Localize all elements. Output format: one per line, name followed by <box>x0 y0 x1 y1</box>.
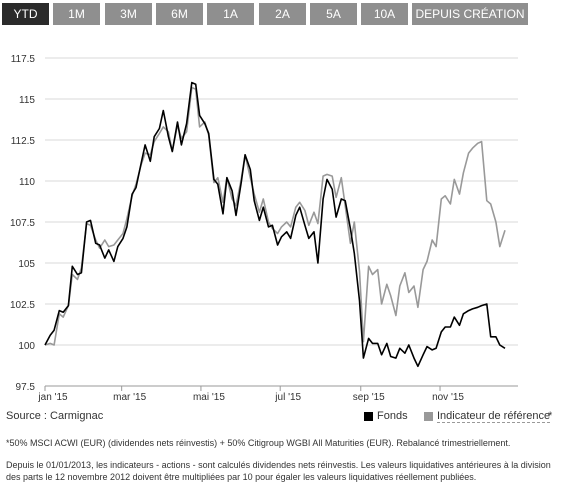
y-tick-label: 110 <box>19 177 35 188</box>
tab-10a[interactable]: 10A <box>361 3 408 25</box>
tab-2a[interactable]: 2A <box>259 3 306 25</box>
y-tick-label: 112.5 <box>11 136 36 147</box>
y-tick-label: 100 <box>18 341 35 352</box>
x-tick-label: jul '15 <box>274 392 301 403</box>
fund-series-line <box>44 81 506 368</box>
y-tick-label: 107.5 <box>10 218 35 229</box>
x-tick-label: mar '15 <box>113 392 146 403</box>
y-tick-label: 117.5 <box>11 54 36 65</box>
tab-depuis-cr-ation[interactable]: DEPUIS CRÉATION <box>412 3 528 25</box>
tab-5a[interactable]: 5A <box>310 3 357 25</box>
benchmark-legend-asterisk: * <box>548 410 553 422</box>
x-tick-label: sep '15 <box>353 392 385 403</box>
tab-1m[interactable]: 1M <box>53 3 100 25</box>
tab-1a[interactable]: 1A <box>207 3 254 25</box>
x-tick-label: mai '15 <box>193 392 225 403</box>
fund-legend-swatch <box>364 412 373 421</box>
x-tick-label: nov '15 <box>432 392 464 403</box>
tab-ytd[interactable]: YTD <box>2 3 49 25</box>
benchmark-legend-label[interactable]: Indicateur de référence <box>437 410 551 423</box>
footnote-benchmark: *50% MSCI ACWI (EUR) (dividendes nets ré… <box>6 438 511 448</box>
benchmark-legend-swatch <box>424 412 433 421</box>
tab-3m[interactable]: 3M <box>105 3 152 25</box>
y-tick-label: 97.5 <box>16 382 36 393</box>
y-tick-label: 115 <box>19 95 35 106</box>
benchmark-series-line <box>44 86 506 346</box>
performance-chart: 97.5 100 102.5 105 107.5 110 112.5 115 117.5 jan … <box>10 54 518 403</box>
y-tick-label: 102.5 <box>10 300 35 311</box>
x-tick-label: jan '15 <box>37 392 68 403</box>
fund-legend-label[interactable]: Fonds <box>377 410 408 422</box>
footnote-methodology: Depuis le 01/01/2013, les indicateurs - … <box>6 460 551 482</box>
y-tick-label: 105 <box>18 259 35 270</box>
tab-6m[interactable]: 6M <box>156 3 203 25</box>
source-label: Source : Carmignac <box>6 410 104 422</box>
